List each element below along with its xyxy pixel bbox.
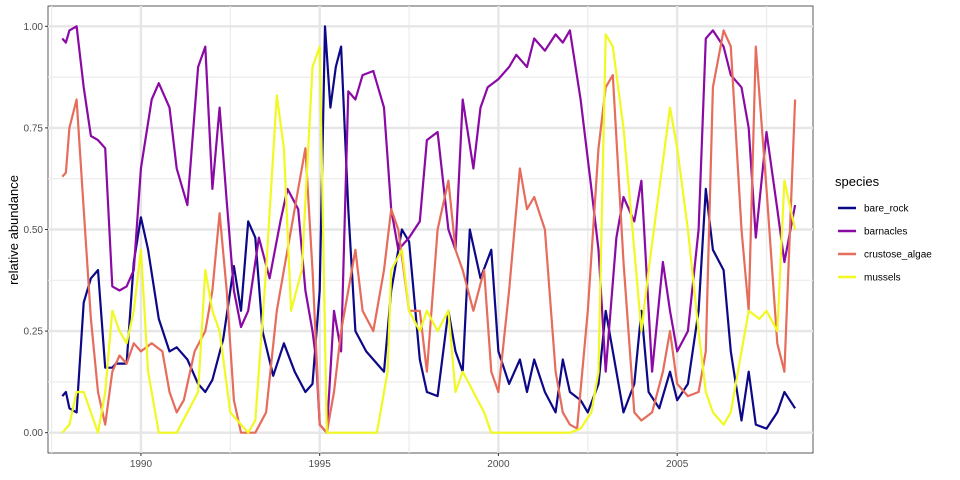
y-tick-label: 0.50 (24, 225, 44, 236)
x-tick-label: 2000 (487, 459, 510, 470)
x-axis-ticks: 1990 1995 2000 2005 (130, 453, 689, 470)
y-tick-label: 1.00 (24, 22, 44, 33)
series-line-barnacles (61, 25, 797, 434)
y-axis-title: relative abundance (6, 175, 21, 285)
legend-label-bare-rock: bare_rock (864, 204, 909, 215)
y-axis-ticks: 0.00 0.25 0.50 0.75 1.00 (24, 22, 48, 439)
y-tick-label: 0.00 (24, 428, 44, 439)
series-lines (61, 25, 797, 434)
x-tick-label: 2005 (666, 459, 689, 470)
y-tick-label: 0.25 (24, 327, 44, 338)
x-tick-label: 1995 (309, 459, 332, 470)
legend-title: species (835, 174, 880, 189)
series-line-bare-rock (61, 25, 797, 430)
x-tick-label: 1990 (130, 459, 153, 470)
minor-gridlines (48, 6, 813, 453)
series-line-mussels (61, 33, 797, 434)
legend-label-mussels: mussels (864, 273, 901, 284)
y-tick-label: 0.75 (24, 123, 44, 134)
series-line-crustose-algae (61, 29, 797, 434)
legend-label-barnacles: barnacles (864, 227, 907, 238)
legend-label-crustose-algae: crustose_algae (864, 250, 932, 261)
